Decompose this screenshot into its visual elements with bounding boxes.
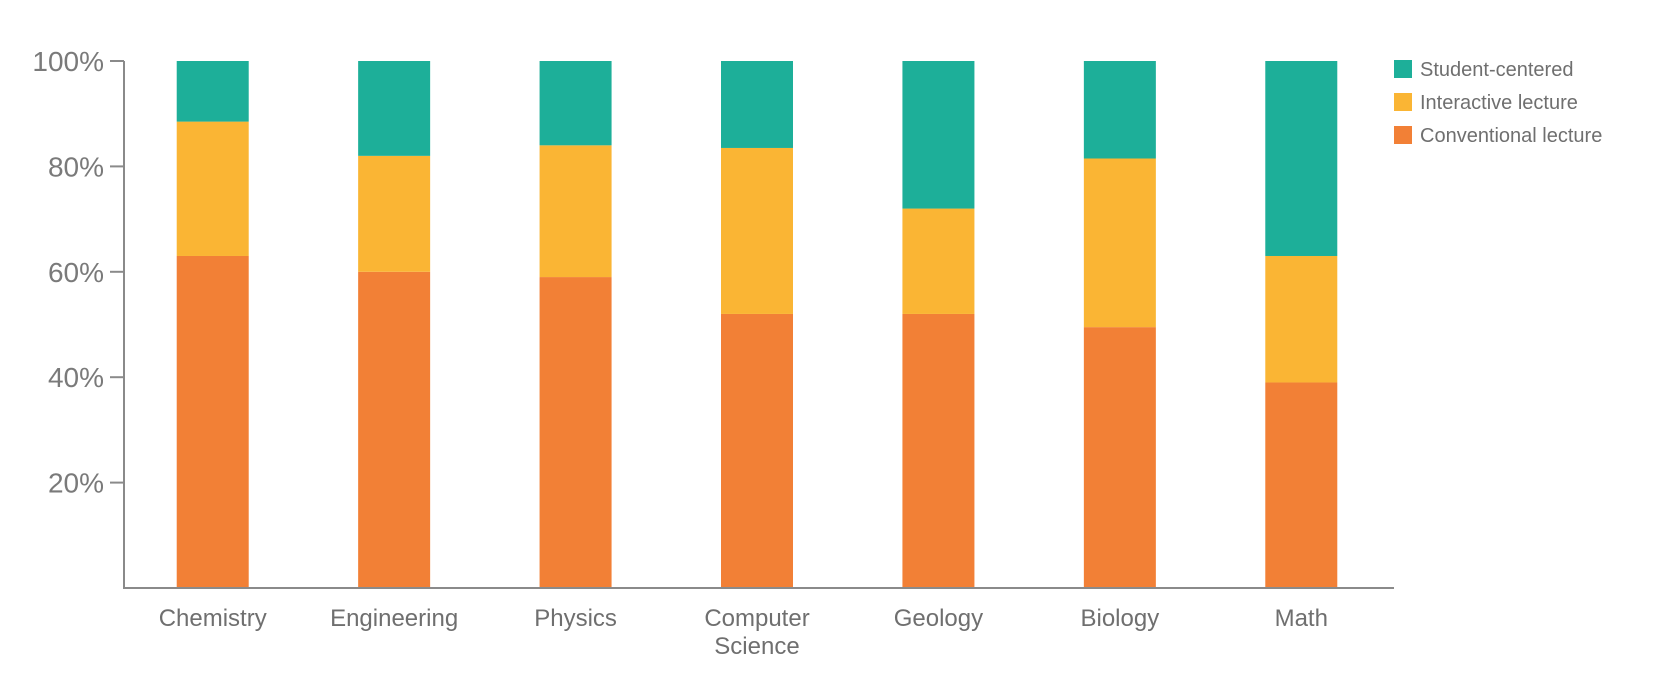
bar-segment-interactive-lecture — [358, 155, 431, 272]
bar-segment-conventional-lecture — [358, 271, 431, 588]
bar-segment-conventional-lecture — [1083, 327, 1156, 588]
bar-segment-interactive-lecture — [902, 208, 975, 314]
bar-segment-student-centered — [902, 61, 975, 209]
bar-segment-conventional-lecture — [539, 277, 612, 588]
bar-segment-student-centered — [721, 61, 793, 148]
bar-segment-student-centered — [358, 61, 431, 156]
bar-segment-interactive-lecture — [176, 121, 249, 256]
legend-label: Student-centered — [1420, 59, 1573, 81]
x-tick-label: Biology — [1080, 605, 1159, 632]
x-tick-label: Chemistry — [159, 605, 267, 632]
bar-segment-interactive-lecture — [721, 147, 793, 314]
y-tick-label: 20% — [48, 468, 104, 499]
x-tick-label: Science — [714, 633, 799, 660]
x-tick-label: Geology — [894, 605, 983, 632]
x-tick-label: Math — [1275, 605, 1328, 632]
axes — [123, 61, 1394, 589]
bar-segment-interactive-lecture — [1265, 255, 1338, 383]
legend-swatch — [1394, 126, 1412, 144]
bar-segment-conventional-lecture — [721, 313, 793, 588]
bar-segment-student-centered — [539, 61, 612, 146]
x-tick-label: Engineering — [330, 605, 458, 632]
y-tick-label: 40% — [48, 362, 104, 393]
bar-segment-student-centered — [1265, 61, 1338, 256]
y-tick-label: 100% — [32, 46, 104, 77]
y-tick-label: 60% — [48, 257, 104, 288]
x-tick-label: Physics — [534, 605, 617, 632]
y-tick-label: 80% — [48, 151, 104, 182]
bar-segment-conventional-lecture — [902, 313, 975, 588]
bar-segment-conventional-lecture — [1265, 382, 1338, 588]
legend-swatch — [1394, 93, 1412, 111]
bar-segment-interactive-lecture — [539, 145, 612, 278]
legend-label: Interactive lecture — [1420, 92, 1578, 114]
legend-swatch — [1394, 60, 1412, 78]
bars — [176, 61, 1338, 589]
legend-label: Conventional lecture — [1420, 125, 1602, 147]
y-axis-ticks: 20% 40% 60% 80% 100% — [32, 46, 124, 499]
bar-segment-student-centered — [1083, 61, 1156, 159]
x-axis-labels: Chemistry Engineering Physics ComputerScien… — [159, 605, 1328, 660]
legend: Student-centered Interactive lecture Conve… — [1394, 59, 1602, 147]
bar-segment-conventional-lecture — [176, 255, 249, 589]
bar-segment-interactive-lecture — [1083, 158, 1156, 328]
bar-segment-student-centered — [176, 61, 249, 122]
x-tick-label: Computer — [704, 605, 809, 632]
